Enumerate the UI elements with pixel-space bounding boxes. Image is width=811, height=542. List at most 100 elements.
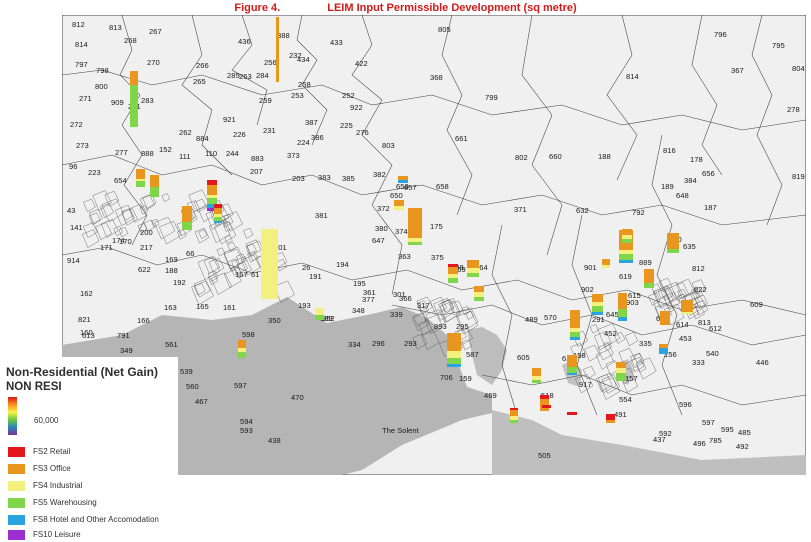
development-bar-segment[interactable] [130,85,138,127]
development-bar-segment[interactable] [238,348,246,352]
development-bar-segment[interactable] [619,254,633,260]
development-bar-segment[interactable] [207,195,217,198]
development-bar-segment[interactable] [398,176,408,180]
development-bar-segment[interactable] [214,208,222,214]
development-bar-segment[interactable] [540,395,549,399]
development-bar-segment[interactable] [532,380,541,383]
development-bar-segment[interactable] [136,169,145,179]
development-bar-segment[interactable] [510,416,518,420]
development-bar-segment[interactable] [616,373,626,381]
development-bar-segment[interactable] [150,187,159,197]
development-bar-segment[interactable] [616,362,626,368]
map-panel[interactable]: The Solent 812 813 267 436 388 433 805 796 814 26… [62,15,806,475]
development-bar-segment[interactable] [315,308,324,315]
development-bar-segment[interactable] [474,286,484,292]
development-bar-segment[interactable] [448,264,458,267]
development-bar-segment[interactable] [619,260,633,263]
development-bar-segment[interactable] [182,222,192,230]
development-bar-segment[interactable] [570,328,580,332]
development-bar-segment[interactable] [510,408,518,410]
development-bar-segment[interactable] [467,268,479,273]
development-bar-segment[interactable] [592,306,603,312]
development-bar-segment[interactable] [474,297,484,301]
development-bar-segment[interactable] [447,364,461,367]
development-bar-segment[interactable] [532,368,541,376]
development-bar-segment[interactable] [182,206,192,222]
development-bar-segment[interactable] [602,265,610,268]
development-bar-segment[interactable] [238,352,246,358]
development-bar-segment[interactable] [214,204,222,208]
development-bar-segment[interactable] [510,410,518,416]
development-bar-segment[interactable] [276,17,279,82]
development-bar-segment[interactable] [150,175,159,187]
development-bar-segment[interactable] [510,420,518,423]
development-bar-segment[interactable] [261,229,278,299]
development-bar-segment[interactable] [618,317,627,321]
development-bar-segment[interactable] [130,71,138,85]
development-bar-segment[interactable] [570,337,580,340]
development-bar-segment[interactable] [667,249,679,253]
development-bar-segment[interactable] [618,293,627,309]
development-bar-segment[interactable] [207,208,217,211]
development-bar-segment[interactable] [532,376,541,380]
development-bar-segment[interactable] [606,420,615,423]
development-bar-segment[interactable] [592,302,603,306]
development-bar-segment[interactable] [136,181,145,187]
development-bar-segment[interactable] [408,238,422,242]
development-bar-segment[interactable] [681,312,693,314]
development-bar-segment[interactable] [315,315,324,320]
development-bar-segment[interactable] [467,260,479,268]
development-bar-segment[interactable] [238,340,246,348]
development-bar-segment[interactable] [567,412,577,415]
development-bar-segment[interactable] [570,310,580,328]
development-bar-segment[interactable] [467,273,479,277]
development-bar-segment[interactable] [592,294,603,302]
development-bar-segment[interactable] [207,185,217,195]
development-bar-segment[interactable] [567,355,577,367]
development-bar-segment[interactable] [207,204,217,208]
development-bar-segment[interactable] [474,292,484,297]
development-bar-segment[interactable] [447,351,461,358]
development-bar-segment[interactable] [207,180,217,185]
development-bar-segment[interactable] [542,405,551,408]
development-bar-segment[interactable] [448,278,458,283]
development-bar-segment[interactable] [606,414,615,420]
development-bar-segment[interactable] [207,198,217,204]
development-bar-segment[interactable] [408,208,422,238]
development-bar-segment[interactable] [136,179,145,181]
development-bar-segment[interactable] [644,283,654,288]
development-bar-segment[interactable] [602,259,610,265]
development-bar-segment[interactable] [618,309,627,317]
development-bar-segment[interactable] [214,217,222,221]
development-bar-segment[interactable] [622,239,632,243]
development-bar-segment[interactable] [659,348,668,354]
development-bar-segment[interactable] [448,274,458,278]
development-bar-segment[interactable] [570,332,580,337]
development-bar-segment[interactable] [681,300,693,312]
development-bar-segment[interactable] [567,367,577,373]
development-bar-segment[interactable] [447,333,461,351]
development-bar-segment[interactable] [659,344,668,348]
development-bar-segment[interactable] [214,214,222,217]
development-bar-segment[interactable] [592,312,603,315]
zone-label: 278 [787,105,800,114]
zone-label: 366 [399,294,412,303]
development-bar-segment[interactable] [619,250,633,254]
development-bar-segment[interactable] [644,269,654,283]
development-bar-segment[interactable] [398,180,408,183]
development-bar-segment[interactable] [214,221,222,223]
development-bar-segment[interactable] [622,235,632,239]
map-canvas[interactable]: The Solent 812 813 267 436 388 433 805 796 814 26… [62,15,806,475]
development-bar-segment[interactable] [667,233,679,249]
development-bar-segment[interactable] [394,200,404,206]
development-bar-segment[interactable] [408,242,422,245]
development-bar-segment[interactable] [448,267,458,274]
development-bar-segment[interactable] [616,368,626,373]
development-bar-segment[interactable] [567,373,577,375]
development-bars[interactable] [130,17,693,423]
development-bar-segment[interactable] [447,358,461,364]
zone-label: 171 [100,243,113,252]
development-bar-segment[interactable] [394,206,404,210]
development-bar-segment[interactable] [660,311,670,325]
development-bar-segment[interactable] [622,229,632,235]
